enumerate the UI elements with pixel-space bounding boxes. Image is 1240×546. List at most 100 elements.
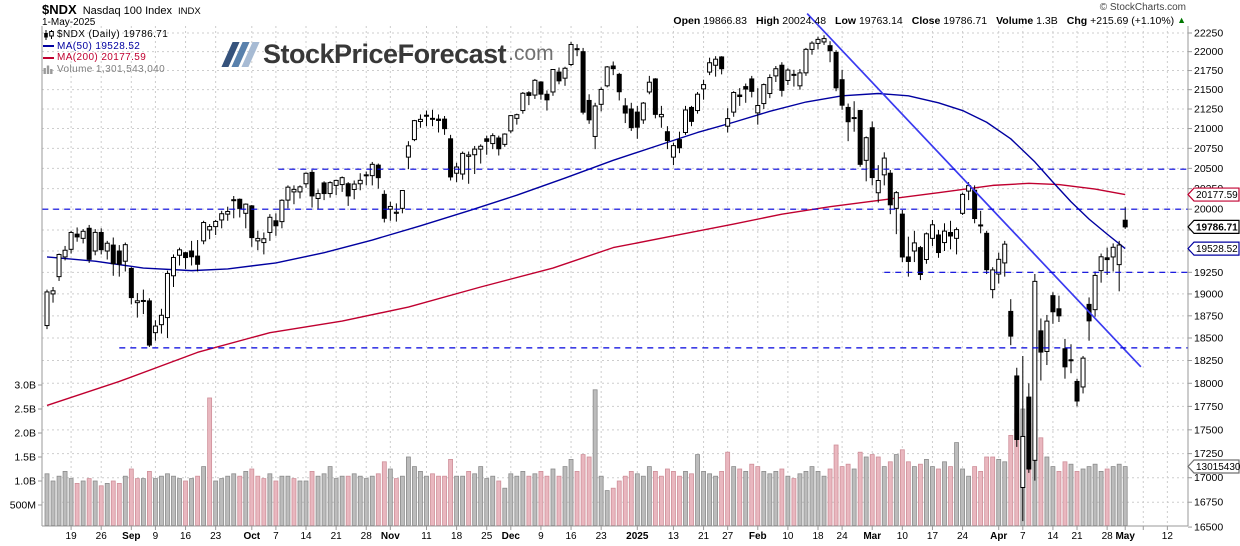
volume-bar (1068, 463, 1074, 526)
x-axis-label: 23 (596, 531, 608, 542)
volume-bar (387, 468, 393, 526)
volume-bar (791, 478, 797, 526)
volume-bar (508, 473, 514, 526)
volume-bar (165, 473, 170, 526)
volume-bar (393, 478, 399, 526)
candle-body (676, 139, 682, 149)
volume-bar (321, 473, 327, 526)
high-label: High (755, 15, 780, 27)
volume-bar (146, 470, 152, 526)
candle-body (261, 238, 267, 244)
volume-bar (207, 397, 213, 526)
x-axis-label: 21 (1071, 531, 1083, 542)
volume-bar (683, 470, 688, 526)
volume-bar (74, 482, 80, 526)
candle-body (658, 113, 664, 118)
candle-body (195, 255, 201, 265)
volume-bar (954, 442, 959, 526)
volume-bar (128, 468, 134, 526)
volume-bar (773, 470, 779, 526)
volume-bar (556, 475, 562, 526)
candle-body (954, 229, 960, 239)
volume-bar (261, 478, 267, 526)
volume-bar (424, 475, 429, 526)
volume-bar (273, 480, 279, 526)
volume-bar (863, 456, 869, 526)
candle-body (321, 182, 327, 195)
candle-body (273, 220, 279, 227)
candle-body (869, 127, 875, 179)
candle-body (767, 77, 773, 95)
candle-body (74, 233, 80, 238)
volume-axis-label: 1.5B (14, 452, 36, 464)
volume-bar (1038, 437, 1044, 526)
quote-change: Chg +215.69 (+1.10%) ▲ (1067, 15, 1186, 27)
volume-bar (201, 466, 207, 526)
volume-bar (159, 475, 164, 526)
volume-bar (875, 456, 881, 526)
candle-body (1092, 274, 1098, 311)
volume-bar (237, 475, 243, 526)
volume-bar (761, 470, 767, 526)
candle-body (755, 104, 761, 114)
y-axis-label: 19250 (1194, 267, 1223, 279)
x-axis-label: Nov (381, 531, 400, 542)
volume-bar (845, 463, 851, 526)
volume-bar (189, 478, 194, 526)
volume-bar (1056, 470, 1062, 526)
candle-body (1032, 280, 1038, 461)
volume-bar (731, 466, 737, 526)
x-axis-label: 19 (66, 531, 78, 542)
volume-bar (1044, 456, 1050, 526)
candle-body (417, 118, 423, 122)
candle-body (225, 210, 231, 215)
candle-body (640, 102, 646, 121)
volume-label-text: 13015430 (1196, 462, 1240, 473)
y-axis-label: 20750 (1194, 143, 1223, 155)
candle-body (351, 183, 357, 190)
price-label-text: 19528.52 (1196, 244, 1238, 255)
candle-body (562, 67, 568, 79)
candle-body (984, 232, 990, 271)
volume-bar (110, 480, 116, 526)
candle-body (291, 188, 297, 193)
candle-body (92, 231, 98, 252)
volume-bar (960, 468, 965, 526)
chg-value: +215.69 (+1.10%) (1090, 15, 1175, 27)
candle-body (177, 249, 183, 256)
volume-bar (514, 475, 520, 526)
volume-bar (92, 480, 98, 526)
volume-bar (942, 461, 947, 526)
y-axis-label: 18750 (1194, 310, 1223, 322)
candle-body (1008, 310, 1014, 337)
candle-body (255, 237, 261, 242)
candle-body (68, 231, 74, 250)
volume-label-box (1187, 459, 1240, 474)
volume-bar (177, 478, 182, 526)
candle-body (128, 267, 134, 299)
chart-legend: $NDX (Daily) 19786.71 MA(50) 19528.52 MA… (43, 29, 168, 75)
legend-ma50-label: MA(50) 19528.52 (57, 40, 141, 52)
candle-body (634, 111, 640, 128)
volume-bar (580, 454, 586, 526)
chg-label: Chg (1066, 15, 1088, 27)
volume-bar (821, 475, 827, 526)
volume-bar (677, 475, 682, 526)
candle-body (737, 94, 743, 98)
candle-body (821, 38, 827, 43)
candle-body (399, 190, 405, 209)
candle-body (387, 205, 393, 210)
downtrend-line (806, 12, 1142, 368)
candle-body (899, 213, 905, 258)
candle-body (797, 72, 803, 87)
candle-body (339, 177, 345, 186)
candle-body (520, 92, 526, 112)
candle-body (44, 291, 50, 327)
candle-body (1044, 320, 1050, 352)
candle-body (538, 81, 544, 95)
y-axis-label: 19000 (1194, 288, 1223, 300)
volume-bar (80, 480, 86, 526)
volume-bar (833, 444, 839, 526)
candle-body (1050, 295, 1056, 313)
candle-body (990, 269, 996, 291)
